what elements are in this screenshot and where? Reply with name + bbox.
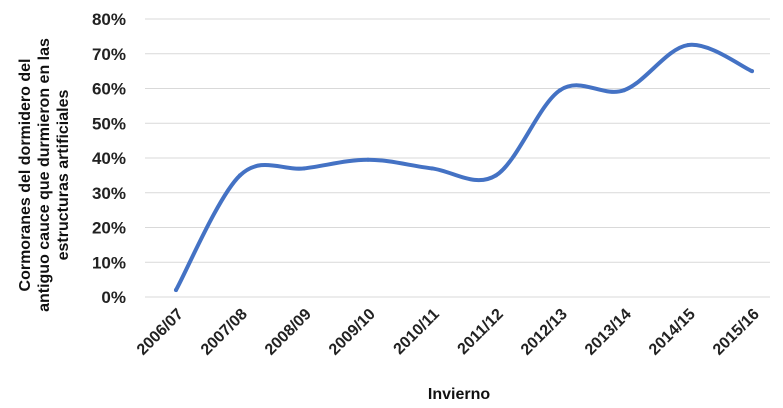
x-tick-label: 2012/13 [518, 306, 571, 359]
y-tick-label: 10% [92, 253, 126, 272]
y-tick-label: 40% [92, 149, 126, 168]
data-point [622, 88, 626, 93]
y-axis-title: Cormoranes del dormidero del antiguo cau… [17, 38, 72, 312]
y-tick-label: 80% [92, 10, 126, 29]
x-tick-label: 2011/12 [455, 306, 507, 358]
data-point [494, 173, 498, 178]
y-tick-label: 50% [92, 114, 126, 133]
data-point [302, 166, 306, 171]
data-point [238, 173, 242, 178]
x-tick-label: 2015/16 [710, 306, 763, 359]
data-point [430, 166, 434, 171]
y-axis-ticks: 0% 10% 20% 30% 40% 50% 60% 70% 80% [92, 10, 126, 307]
data-point [366, 157, 370, 162]
y-tick-label: 30% [92, 184, 126, 203]
x-tick-label: 2008/09 [262, 306, 315, 359]
data-point [558, 88, 562, 93]
series-layer [174, 42, 754, 293]
y-tick-label: 0% [101, 288, 126, 307]
series-line [174, 42, 754, 293]
data-point [750, 69, 754, 74]
y-tick-label: 70% [92, 45, 126, 64]
x-tick-label: 2014/15 [646, 306, 699, 359]
y-axis-title-line-1: Cormoranes del dormidero del [17, 59, 34, 292]
x-tick-label: 2013/14 [582, 306, 635, 359]
x-tick-label: 2007/08 [198, 306, 251, 359]
y-tick-label: 20% [92, 219, 126, 238]
x-axis-ticks: 2006/07 2007/08 2008/09 2009/10 2010/11 2011/… [134, 306, 763, 359]
data-point [686, 43, 690, 48]
data-point [174, 288, 178, 293]
y-axis-title-line-3: estructuras artificiales [55, 90, 72, 261]
y-axis-title-line-2: antiguo cauce que durmieron en las [36, 38, 53, 312]
x-tick-label: 2009/10 [326, 306, 379, 359]
y-tick-label: 60% [92, 80, 126, 99]
gridlines [145, 18, 770, 298]
x-tick-label: 2010/11 [391, 306, 443, 358]
x-tick-label: 2006/07 [134, 306, 187, 359]
x-axis-title: Invierno [428, 386, 490, 403]
